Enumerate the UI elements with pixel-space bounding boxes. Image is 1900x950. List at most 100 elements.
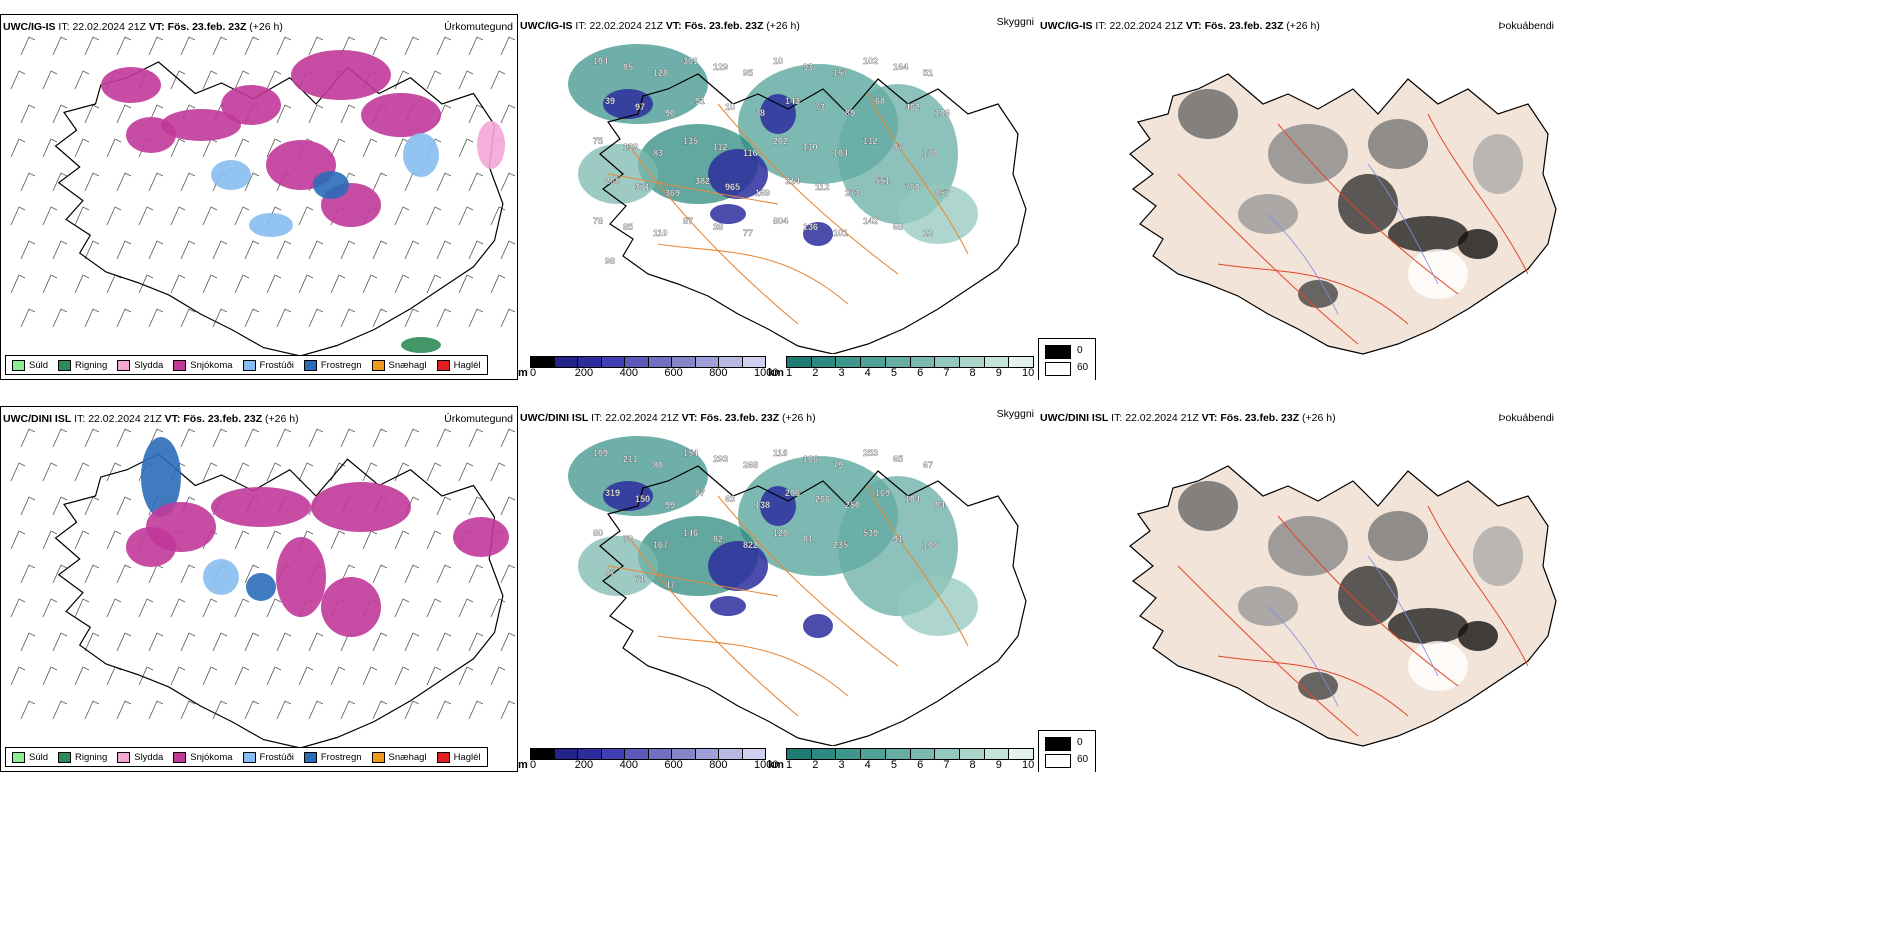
colorbar-segment bbox=[672, 749, 696, 759]
legend-item: Frostúði bbox=[242, 359, 294, 371]
visibility-value-label: 39 bbox=[605, 96, 615, 106]
colorbar-unit: m bbox=[518, 367, 528, 379]
visibility-value-label: 87 bbox=[683, 216, 693, 226]
colorbar-tick: 4 bbox=[864, 759, 871, 771]
visibility-value-label: 551 bbox=[875, 176, 890, 186]
colorbar-tick: 400 bbox=[619, 759, 638, 771]
legend-label: Snjókoma bbox=[190, 751, 233, 763]
visibility-value-label: 83 bbox=[653, 148, 663, 158]
legend-swatch bbox=[436, 751, 450, 763]
legend-label: Frostregn bbox=[320, 751, 362, 763]
visibility-value-label: 112 bbox=[713, 142, 728, 152]
visibility-value-label: 71 bbox=[635, 574, 645, 584]
fog-legend: 0 60 bbox=[1038, 730, 1096, 772]
visibility-value-label: 120 bbox=[773, 528, 788, 538]
colorbar-tick: 9 bbox=[995, 759, 1002, 771]
legend-swatch bbox=[303, 359, 317, 371]
visibility-value-label: 98 bbox=[605, 256, 615, 266]
colorbar-segment bbox=[742, 357, 765, 367]
visibility-value-label: 154 bbox=[683, 448, 698, 458]
legend-item: Frostúði bbox=[242, 751, 294, 763]
legend-item: Frostregn bbox=[303, 359, 362, 371]
colorbar-tick: 10 bbox=[1022, 759, 1035, 771]
visibility-value-label: 202 bbox=[773, 136, 788, 146]
wind-barbs bbox=[10, 36, 516, 328]
legend-swatch bbox=[242, 751, 256, 763]
legend-label: Frostúði bbox=[259, 359, 294, 371]
legend-swatch bbox=[117, 751, 131, 763]
visibility-value-label: 104 bbox=[833, 148, 848, 158]
visibility-value-label: 38 bbox=[713, 222, 723, 232]
colorbar-segment bbox=[601, 357, 625, 367]
legend-label: Rigning bbox=[75, 751, 108, 763]
colorbar-segment bbox=[578, 749, 602, 759]
precip-map bbox=[10, 428, 516, 767]
visibility-value-label: 63 bbox=[725, 494, 735, 504]
colorbar-tick: 7 bbox=[943, 367, 950, 379]
panel-header: UWC/DINI ISL IT: 22.02.2024 21Z VT: Fös.… bbox=[1040, 412, 1336, 424]
colorbar-segment bbox=[531, 357, 555, 367]
visibility-value-label: 135 bbox=[683, 136, 698, 146]
colorbar-segment bbox=[935, 357, 960, 367]
visibility-value-label: 84 bbox=[935, 500, 945, 510]
colorbar-segment bbox=[885, 357, 911, 367]
colorbar-segment bbox=[719, 749, 743, 759]
visibility-value-label: 91 bbox=[893, 534, 903, 544]
legend-item: Slydda bbox=[117, 359, 163, 371]
colorbar-tick: 1000 bbox=[754, 367, 779, 379]
visibility-value-label: 10 bbox=[773, 56, 783, 66]
colorbar-segment bbox=[836, 357, 862, 367]
fog-legend-label: 0 bbox=[1077, 737, 1083, 748]
visibility-value-label: 462 bbox=[905, 102, 920, 112]
colorbar-segment bbox=[554, 749, 578, 759]
legend-swatch bbox=[242, 359, 256, 371]
visibility-value-label: 167 bbox=[653, 540, 668, 550]
visibility-value-label: 104 bbox=[905, 494, 920, 504]
visibility-value-label: 539 bbox=[863, 528, 878, 538]
visibility-value-label: 97 bbox=[635, 102, 645, 112]
visibility-map: 109 211 80 154 293 268 118 106 79 253 65 67 319 150 99… bbox=[568, 436, 1027, 746]
precip-type-panel-row1: UWC/IG-IS IT: 22.02.2024 21Z VT: Fös. 23… bbox=[0, 14, 518, 380]
visibility-value-label: 110 bbox=[803, 142, 818, 152]
colorbar-segment bbox=[625, 357, 649, 367]
fog-panel-row2: UWC/DINI ISL IT: 22.02.2024 21Z VT: Fös.… bbox=[1038, 406, 1558, 772]
colorbar-tick: 5 bbox=[890, 367, 897, 379]
colorbar-segment bbox=[787, 749, 812, 759]
colorbar-tick: 6 bbox=[917, 759, 924, 771]
fog-indicator-field bbox=[1178, 481, 1523, 700]
fog-legend-label: 60 bbox=[1077, 362, 1089, 373]
precip-areas bbox=[101, 50, 505, 353]
legend-swatch bbox=[303, 751, 317, 763]
visibility-value-label: 78 bbox=[593, 216, 603, 226]
colorbar-segment bbox=[885, 749, 911, 759]
fog-legend-swatch bbox=[1045, 345, 1071, 359]
visibility-value-label: 109 bbox=[593, 448, 608, 458]
panel-header: UWC/DINI ISL IT: 22.02.2024 21Z VT: Fös.… bbox=[520, 412, 816, 424]
legend-swatch bbox=[173, 359, 187, 371]
visibility-value-label: 106 bbox=[923, 540, 938, 550]
visibility-value-label: 760 bbox=[905, 182, 920, 192]
rivers bbox=[1267, 555, 1439, 707]
colorbar-segment bbox=[719, 357, 743, 367]
iceland-coastline bbox=[599, 73, 1027, 354]
colorbar-segment bbox=[811, 749, 837, 759]
legend-item: Rigning bbox=[58, 751, 108, 763]
precip-panel-title: Úrkomutegund bbox=[444, 413, 513, 425]
colorbar-tick: 8 bbox=[969, 759, 976, 771]
legend-label: Súld bbox=[29, 751, 49, 763]
colorbar-tick: 8 bbox=[969, 367, 976, 379]
legend-label: Snjókoma bbox=[190, 359, 233, 371]
colorbar-unit: km bbox=[768, 759, 784, 771]
visibility-panel-row1: UWC/IG-IS IT: 22.02.2024 21Z VT: Fös. 23… bbox=[518, 14, 1038, 380]
visibility-value-label: 804 bbox=[773, 216, 788, 226]
visibility-value-label: 75 bbox=[593, 136, 603, 146]
colorbar-segment bbox=[648, 749, 672, 759]
visibility-panel-title: Skyggni bbox=[996, 408, 1034, 420]
legend-label: Snæhagl bbox=[388, 359, 427, 371]
roads bbox=[1177, 505, 1529, 737]
visibility-value-label: 12 bbox=[923, 228, 933, 238]
colorbar-tick: 2 bbox=[812, 367, 819, 379]
colorbar-tick: 200 bbox=[574, 759, 594, 771]
colorbar-tick: 6 bbox=[917, 367, 924, 379]
colorbar-tick: 1000 bbox=[754, 759, 779, 771]
